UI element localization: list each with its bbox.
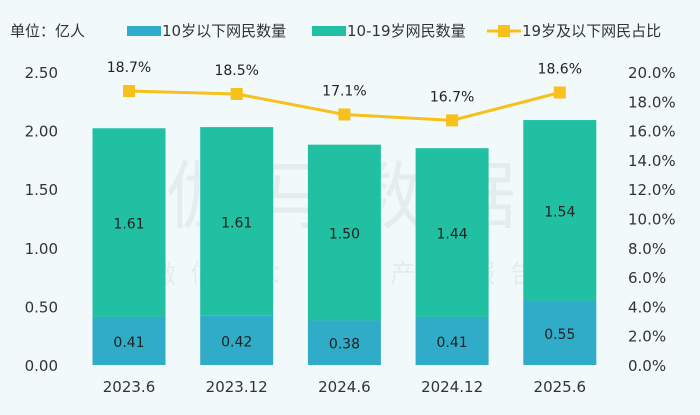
- right-axis-tick: 8.0%: [628, 240, 666, 258]
- ratio-marker: [338, 108, 351, 121]
- right-axis-tick: 2.0%: [628, 328, 666, 346]
- ratio-label: 18.5%: [214, 63, 258, 79]
- legend-swatch-under-10: [127, 26, 161, 36]
- legend: 单位：亿人 10岁以下网民数量 10-19岁网民数量 19岁及以下网民占比: [0, 20, 700, 44]
- right-axis-tick: 4.0%: [628, 298, 666, 316]
- left-axis-tick: 1.50: [25, 181, 58, 199]
- right-axis-tick: 16.0%: [628, 123, 676, 141]
- right-axis-tick: 18.0%: [628, 93, 676, 111]
- legend-swatch-10-19: [312, 26, 346, 36]
- x-axis-tick: 2023.6: [103, 378, 156, 396]
- x-axis-tick: 2024.12: [421, 378, 483, 396]
- bar-under-10: [200, 315, 274, 365]
- right-axis-tick: 14.0%: [628, 152, 676, 170]
- right-axis-tick: 12.0%: [628, 181, 676, 199]
- bar-label-10-19: 1.54: [544, 204, 575, 220]
- legend-line-marker-icon: [487, 25, 521, 37]
- ratio-marker: [446, 114, 459, 127]
- bar-label-10-19: 1.50: [329, 227, 360, 243]
- bar-label-10-19: 1.61: [113, 217, 144, 233]
- bar-under-10: [523, 300, 597, 365]
- right-axis-tick: 20.0%: [628, 64, 676, 82]
- legend-label-ratio: 19岁及以下网民占比: [522, 22, 662, 40]
- bar-label-10-19: 1.61: [221, 215, 252, 231]
- bar-10-19: [200, 127, 274, 316]
- bar-under-10: [415, 316, 489, 365]
- ratio-label: 16.7%: [430, 89, 474, 105]
- bar-10-19: [523, 120, 597, 301]
- right-axis-tick: 10.0%: [628, 211, 676, 229]
- right-axis-tick: 6.0%: [628, 269, 666, 287]
- bar-label-10-19: 1.44: [437, 227, 468, 243]
- ratio-marker: [123, 85, 135, 98]
- bar-label-under-10: 0.55: [544, 327, 575, 343]
- bar-label-under-10: 0.41: [113, 335, 144, 351]
- bar-under-10: [92, 316, 166, 365]
- left-axis-tick: 2.00: [25, 123, 58, 141]
- ratio-label: 18.7%: [107, 60, 151, 76]
- ratio-label: 18.6%: [538, 62, 582, 78]
- bar-label-under-10: 0.38: [329, 337, 360, 353]
- ratio-marker: [553, 86, 566, 99]
- legend-label-under-10: 10岁以下网民数量: [162, 22, 287, 40]
- bar-label-under-10: 0.42: [221, 334, 252, 350]
- right-axis-tick: 0.0%: [628, 357, 666, 375]
- left-axis-tick: 0.00: [25, 357, 58, 375]
- bar-under-10: [307, 320, 381, 365]
- bar-10-19: [92, 128, 166, 317]
- x-axis-tick: 2023.12: [206, 378, 268, 396]
- ratio-label: 17.1%: [322, 83, 366, 99]
- x-axis-tick: 2024.6: [318, 378, 371, 396]
- legend-label-10-19: 10-19岁网民数量: [347, 22, 466, 40]
- left-axis-tick: 2.50: [25, 64, 58, 82]
- bar-10-19: [307, 144, 381, 321]
- left-axis-tick: 0.50: [25, 298, 58, 316]
- bar-label-under-10: 0.41: [437, 335, 468, 351]
- left-axis-tick: 1.00: [25, 240, 58, 258]
- ratio-marker: [230, 87, 243, 100]
- unit-label: 单位：亿人: [10, 22, 86, 40]
- x-axis-tick: 2025.6: [534, 378, 587, 396]
- bar-10-19: [415, 148, 489, 317]
